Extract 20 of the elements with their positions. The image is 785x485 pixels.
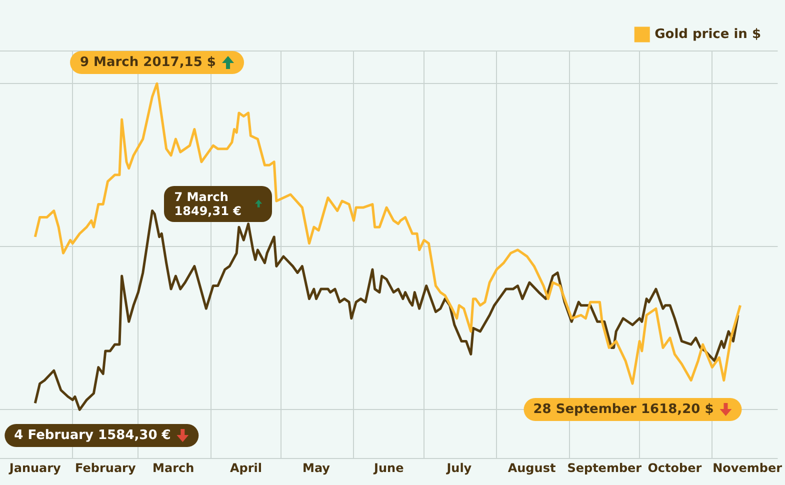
x-tick-label: March bbox=[152, 460, 194, 475]
x-tick-label: May bbox=[302, 460, 330, 475]
x-tick-label: August bbox=[508, 460, 556, 475]
x-tick-label: January bbox=[8, 460, 62, 475]
annotation: 7 March 1849,31 € bbox=[174, 190, 242, 218]
callout-tag: 28 September 1618,20 $ bbox=[523, 398, 742, 421]
annotation: 9 March 2017,15 $ bbox=[80, 54, 216, 70]
x-tick-label: April bbox=[230, 460, 262, 475]
callout-tag: 4 February 1584,30 € bbox=[4, 424, 199, 447]
x-tick-label: November bbox=[712, 460, 782, 475]
x-tick-label: October bbox=[648, 460, 702, 475]
annotation: 4 February 1584,30 € bbox=[14, 428, 171, 443]
x-tick-label: September bbox=[567, 460, 642, 475]
x-tick-label: June bbox=[373, 460, 404, 475]
x-tick-label: July bbox=[446, 460, 472, 475]
legend-label: Gold price in $ bbox=[654, 26, 762, 42]
callout-tag: 9 March 2017,15 $ bbox=[70, 50, 244, 74]
annotation: 28 September 1618,20 $ bbox=[533, 402, 714, 417]
callout-tag: 7 March 1849,31 € bbox=[164, 186, 272, 222]
x-tick-label: February bbox=[75, 460, 136, 475]
